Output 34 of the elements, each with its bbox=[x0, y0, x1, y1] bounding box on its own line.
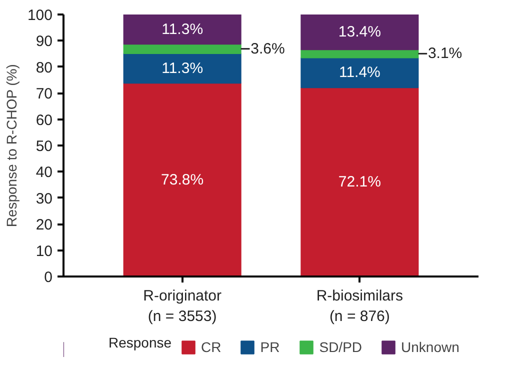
bar bbox=[300, 14, 419, 50]
y-tick-label: 70 bbox=[36, 86, 53, 103]
legend-label: CR bbox=[201, 339, 222, 355]
data-label: 13.4% bbox=[338, 24, 381, 41]
y-axis-title: Response to R-CHOP (%) bbox=[3, 64, 20, 228]
y-tick-label: 60 bbox=[36, 112, 53, 129]
bar bbox=[123, 14, 242, 45]
bar bbox=[123, 44, 242, 54]
y-tick-label: 0 bbox=[44, 269, 52, 286]
x-tick-label: R-originator (n = 3553) bbox=[143, 288, 222, 325]
y-tick-label: 20 bbox=[36, 216, 53, 234]
legend-label: Unknown bbox=[401, 339, 460, 355]
legend-title: Response bbox=[108, 334, 172, 350]
y-tick-label: 90 bbox=[36, 33, 53, 50]
bar bbox=[300, 57, 419, 88]
y-tick-label: 40 bbox=[36, 164, 53, 182]
y-tick-label: 10 bbox=[36, 242, 53, 260]
y-tick-label: 80 bbox=[36, 59, 53, 76]
data-label: 72.1% bbox=[338, 174, 381, 191]
bar bbox=[123, 82, 242, 276]
data-label: 73.8% bbox=[161, 171, 204, 188]
y-tick-label: 30 bbox=[36, 190, 53, 208]
data-label: 3.6% bbox=[250, 40, 285, 58]
bar bbox=[123, 53, 242, 84]
data-label: 11.4% bbox=[338, 64, 380, 82]
y-tick-label: 100 bbox=[27, 7, 53, 24]
legend-label: PR bbox=[260, 339, 280, 355]
x-tick-label: R-biosimilars (n = 876) bbox=[316, 288, 404, 325]
bar bbox=[300, 87, 419, 276]
data-label: 11.3% bbox=[162, 20, 204, 38]
data-label: 11.3% bbox=[162, 60, 204, 77]
legend-label: SD/PD bbox=[319, 339, 362, 355]
data-label: 3.1% bbox=[428, 45, 462, 62]
y-tick-label: 50 bbox=[36, 138, 53, 155]
